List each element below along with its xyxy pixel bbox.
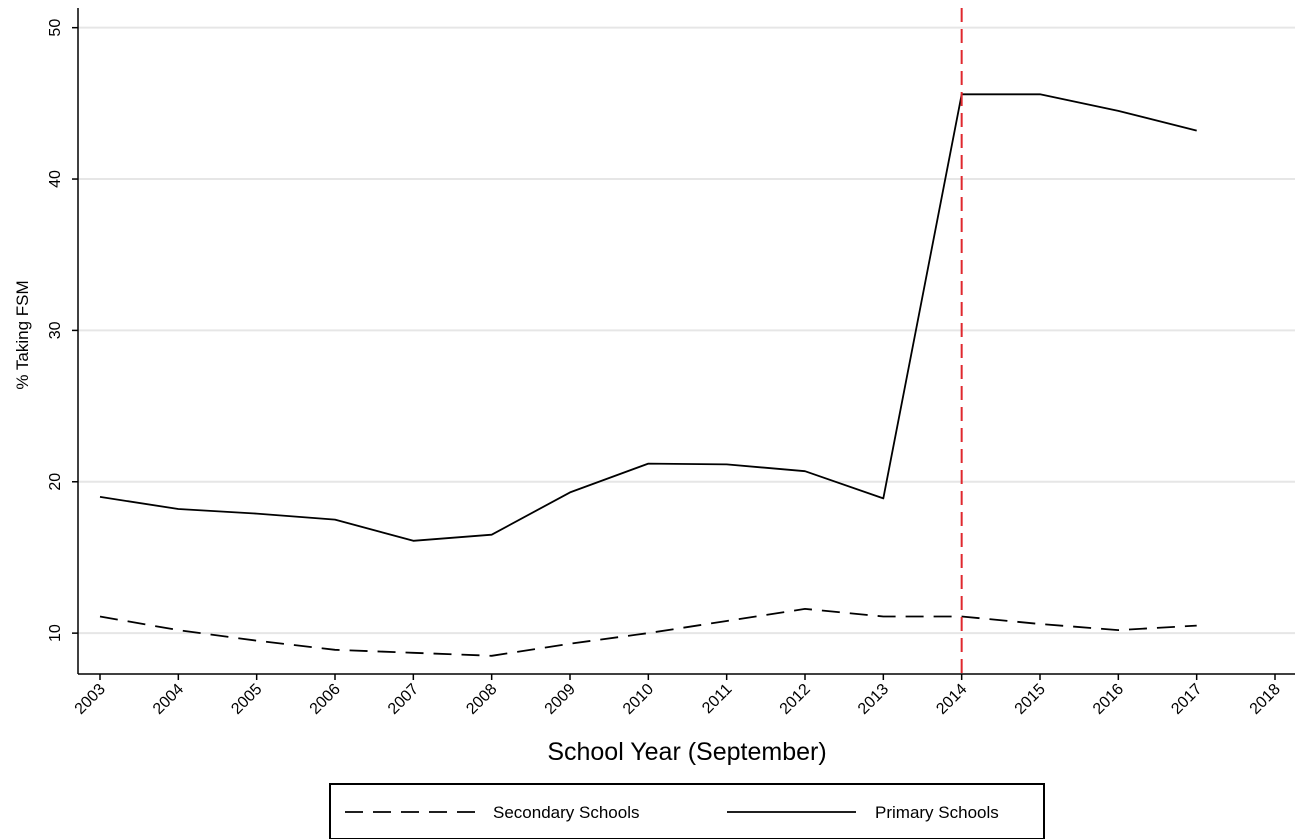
x-tick-label-2013: 2013 [855, 681, 892, 718]
x-tick-label-2012: 2012 [777, 681, 814, 718]
x-tick-label-2018: 2018 [1247, 681, 1284, 718]
y-tick-label-30: 30 [47, 321, 64, 339]
axes [77, 8, 1295, 675]
series-line-secondary [99, 608, 1197, 657]
x-tick-label-2016: 2016 [1090, 681, 1127, 718]
x-tick-label-2008: 2008 [463, 681, 500, 718]
legend-box [329, 783, 1045, 839]
x-tick-label-2006: 2006 [307, 681, 344, 718]
x-tick-label-2003: 2003 [72, 681, 109, 718]
x-tick-label-2014: 2014 [933, 681, 970, 718]
y-tick-label-10: 10 [47, 624, 64, 642]
y-ticks: 10 20 30 40 50 [47, 19, 78, 642]
y-tick-label-50: 50 [47, 19, 64, 37]
x-tick-label-2009: 2009 [542, 681, 579, 718]
x-tick-label-2005: 2005 [228, 681, 265, 718]
x-tick-label-2010: 2010 [620, 681, 657, 718]
grid-lines [78, 26, 1295, 635]
x-axis-label: School Year (September) [547, 738, 826, 766]
legend-label-primary: Primary Schools [875, 803, 999, 822]
x-tick-label-2004: 2004 [150, 681, 187, 718]
x-tick-label-2007: 2007 [385, 681, 422, 718]
legend: Secondary Schools Primary Schools [329, 783, 1045, 839]
y-axis-label: % Taking FSM [13, 280, 32, 389]
y-tick-label-20: 20 [47, 473, 64, 491]
y-tick-label-40: 40 [47, 170, 64, 188]
series-layer [99, 93, 1197, 657]
x-ticks: 2003 2004 2005 2006 2007 2008 2009 2010 2011 2012… [72, 674, 1284, 718]
x-tick-label-2015: 2015 [1012, 681, 1049, 718]
legend-label-secondary: Secondary Schools [493, 803, 639, 822]
x-tick-label-2017: 2017 [1168, 681, 1205, 718]
series-line-primary [99, 93, 1197, 542]
x-tick-label-2011: 2011 [699, 681, 735, 717]
